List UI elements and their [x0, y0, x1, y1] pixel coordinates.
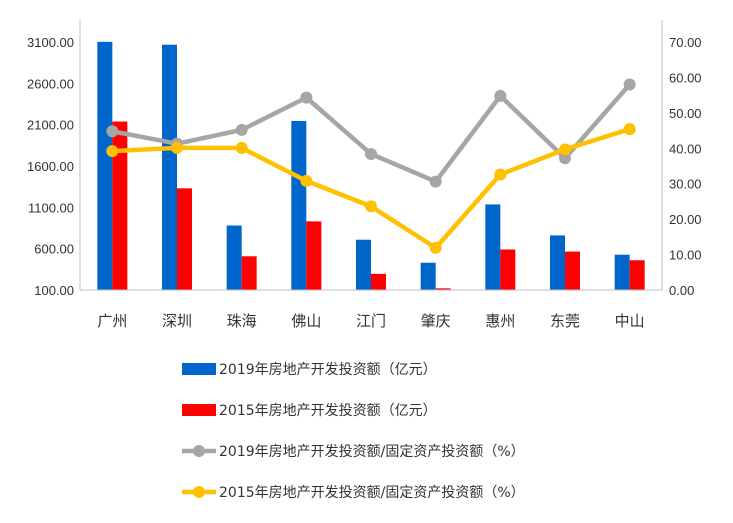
right-tick-label: 20.00	[669, 212, 702, 227]
point-2015-5	[429, 241, 442, 254]
legend-label: 2019年房地产开发投资额/固定资产投资额（%）	[219, 444, 525, 460]
category-labels: 广州 深圳 珠海 佛山 江门 肇庆 惠州 东莞 中山	[97, 312, 644, 330]
bar-2019-3	[291, 120, 307, 291]
point-2015-2	[235, 141, 248, 154]
point-2019-5	[429, 175, 442, 188]
legend-swatch-bar	[182, 404, 216, 416]
point-2019-3	[300, 91, 313, 104]
left-tick-label: 600.00	[34, 242, 74, 257]
bars-layer	[97, 41, 645, 291]
bar-2019-8	[614, 254, 630, 290]
legend-swatch-marker	[193, 445, 205, 457]
legend-swatch-marker	[193, 486, 205, 498]
bar-2015-8	[629, 260, 645, 290]
bar-2015-0	[112, 121, 128, 290]
category-label: 中山	[615, 312, 645, 330]
category-label: 东莞	[550, 312, 580, 330]
point-2019-6	[494, 89, 507, 102]
point-2015-0	[106, 145, 119, 158]
bar-2015-2	[241, 256, 257, 290]
left-tick-label: 100.00	[34, 283, 74, 298]
category-label: 珠海	[227, 312, 257, 330]
bar-2015-3	[306, 221, 322, 290]
point-2015-6	[494, 168, 507, 181]
bar-2019-6	[485, 204, 501, 290]
category-label: 深圳	[162, 312, 192, 330]
right-tick-label: 60.00	[669, 70, 702, 85]
right-tick-label: 0.00	[669, 283, 694, 298]
bar-2019-1	[162, 44, 177, 291]
bar-2015-6	[500, 249, 516, 290]
bar-2015-5	[435, 288, 451, 290]
legend-swatch-bar	[182, 363, 216, 375]
left-tick-label: 1600.00	[27, 159, 74, 174]
right-tick-label: 30.00	[669, 177, 702, 192]
lines-layer	[106, 78, 636, 254]
right-tick-label: 10.00	[669, 248, 702, 263]
point-2015-4	[365, 200, 377, 213]
bar-2019-7	[550, 235, 565, 290]
point-2019-2	[235, 123, 248, 136]
right-tick-labels: 0.00 10.00 20.00 30.00 40.00 50.00 60.00 70.00	[669, 35, 702, 298]
right-tick-label: 50.00	[669, 106, 702, 121]
axes-layer	[79, 20, 663, 291]
legend-label: 2015年房地产开发投资额（亿元）	[219, 403, 437, 419]
point-2015-8	[623, 123, 636, 136]
point-2015-1	[171, 141, 183, 154]
point-2019-8	[623, 78, 636, 91]
bar-2019-0	[97, 41, 113, 290]
category-label: 惠州	[485, 312, 515, 330]
point-2019-4	[365, 147, 377, 160]
bar-2015-1	[177, 188, 192, 290]
legend-label: 2015年房地产开发投资额/固定资产投资额（%）	[219, 485, 525, 501]
legend: 2019年房地产开发投资额（亿元） 2015年房地产开发投资额（亿元） 2019年房…	[182, 362, 525, 501]
left-tick-label: 1100.00	[28, 200, 74, 215]
left-tick-label: 2100.00	[27, 118, 74, 133]
right-tick-label: 70.00	[669, 35, 702, 50]
bar-2019-5	[420, 262, 436, 290]
point-2015-3	[300, 174, 313, 187]
category-label: 江门	[356, 312, 386, 330]
bar-2015-4	[371, 273, 386, 290]
point-2015-7	[559, 143, 571, 156]
bar-2019-2	[226, 225, 242, 290]
left-tick-labels: 100.00 600.00 1100.00 1600.00 2100.00 2600.00…	[27, 35, 74, 298]
left-tick-label: 2600.00	[27, 76, 74, 91]
line-2019	[111, 83, 632, 184]
point-2019-0	[106, 125, 119, 138]
legend-label: 2019年房地产开发投资额（亿元）	[219, 362, 437, 378]
bar-2019-4	[356, 239, 371, 290]
bar-2015-7	[565, 251, 580, 290]
category-label: 广州	[97, 312, 127, 330]
category-label: 佛山	[291, 312, 321, 330]
category-label: 肇庆	[421, 312, 451, 330]
point-2019-7	[559, 152, 571, 165]
right-tick-label: 40.00	[669, 141, 702, 156]
left-tick-label: 3100.00	[27, 35, 74, 50]
